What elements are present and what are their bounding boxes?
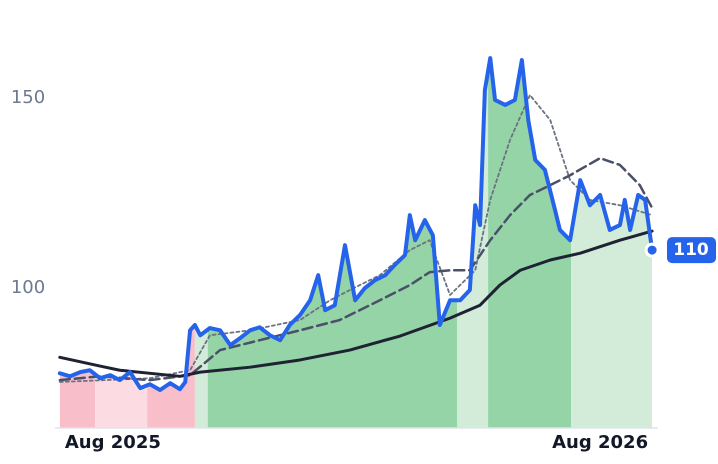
series-line <box>58 156 654 382</box>
region-fill <box>194 324 208 428</box>
series-line <box>58 229 654 378</box>
y-tick-label: 100 <box>11 277 45 298</box>
region-fill <box>488 58 572 428</box>
x-tick-label: Aug 2026 <box>552 432 648 453</box>
region-fill <box>59 370 96 428</box>
region-fill <box>147 324 195 428</box>
value-label: 110 <box>673 240 709 260</box>
region-fill <box>571 180 653 428</box>
series-line <box>57 56 655 392</box>
x-tick-label: Aug 2025 <box>65 432 161 453</box>
value-badge <box>667 237 716 264</box>
region-fill <box>95 372 148 428</box>
series-line <box>58 94 654 383</box>
end-point <box>644 242 660 258</box>
y-tick-label: 150 <box>11 87 45 108</box>
